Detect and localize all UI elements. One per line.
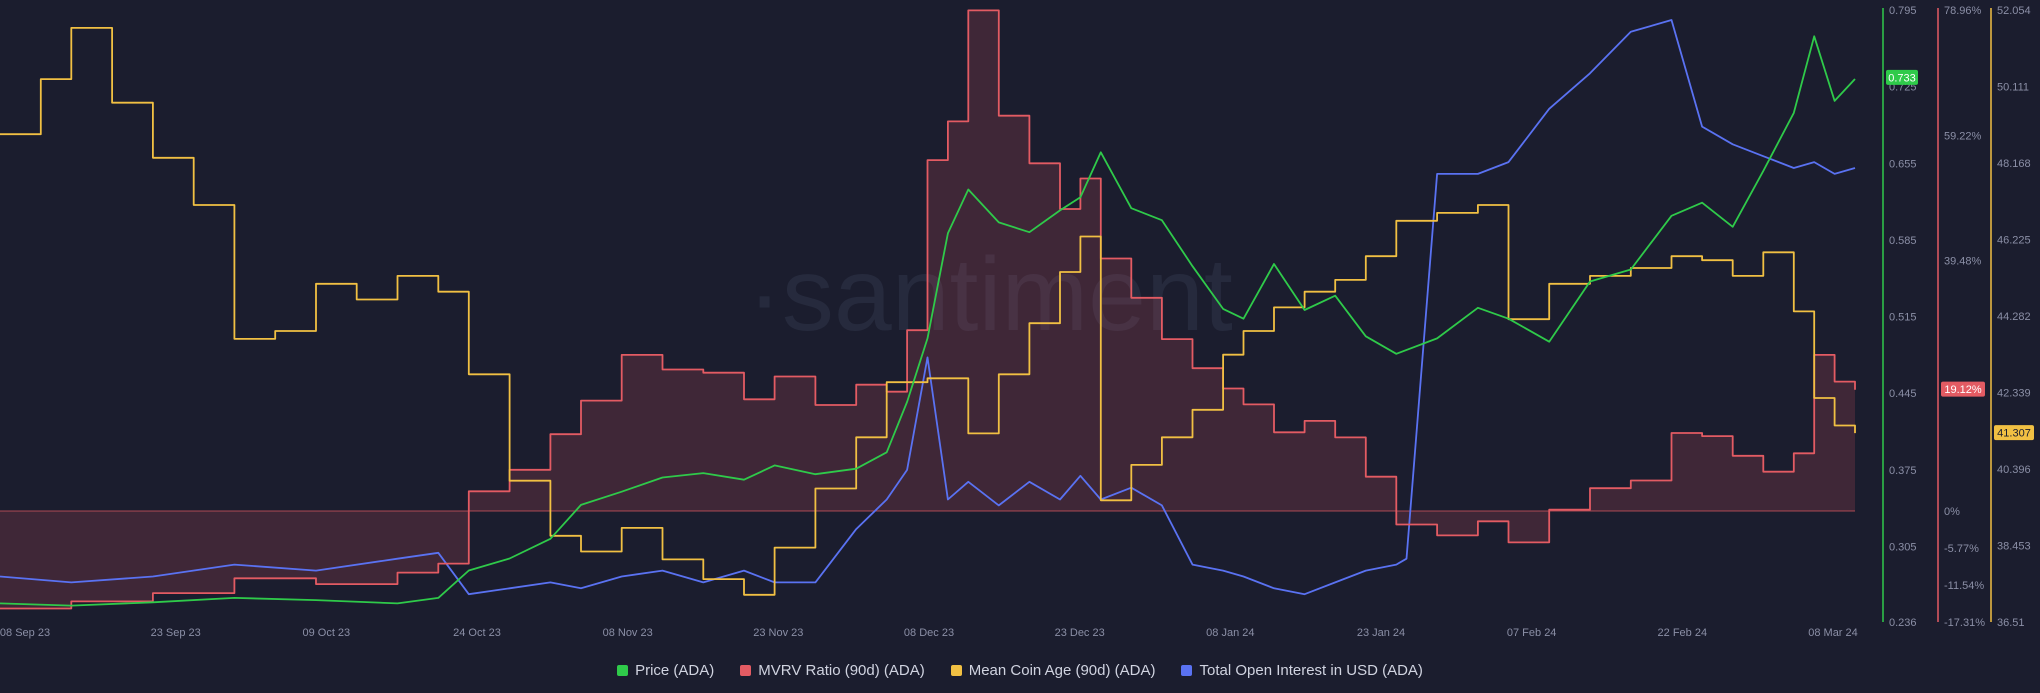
y-tick-label-coin-age: 38.453	[1997, 541, 2031, 553]
y-tick-label-coin-age: 44.282	[1997, 311, 2031, 323]
y-tick-label-price: 0.236	[1889, 617, 1917, 629]
y-tick-label-coin-age: 40.396	[1997, 464, 2031, 476]
current-value-label-mvrv: 19.12%	[1944, 384, 1982, 396]
y-tick-label-coin-age: 46.225	[1997, 235, 2031, 247]
y-tick-label-price: 0.515	[1889, 312, 1917, 324]
y-tick-label-price: 0.795	[1889, 5, 1917, 17]
legend-item-price[interactable]: Price (ADA)	[617, 662, 714, 679]
legend-label-open-interest: Total Open Interest in USD (ADA)	[1199, 661, 1423, 679]
x-tick-label: 24 Oct 23	[453, 627, 501, 639]
y-tick-label-price: 0.655	[1889, 158, 1917, 170]
y-tick-label-mvrv: 39.48%	[1944, 256, 1982, 268]
y-tick-label-coin-age: 52.054	[1997, 5, 2031, 17]
current-value-badge-price	[1886, 69, 1918, 85]
watermark: ·santiment	[747, 237, 1233, 353]
y-tick-label-mvrv: -11.54%	[1944, 580, 1984, 592]
y-tick-label-price: 0.375	[1889, 465, 1917, 477]
legend: Price (ADA) MVRV Ratio (90d) (ADA) Mean …	[0, 655, 2040, 685]
legend-item-mvrv[interactable]: MVRV Ratio (90d) (ADA)	[740, 661, 925, 679]
legend-swatch-coin-age	[950, 664, 962, 676]
x-tick-label: 07 Feb 24	[1507, 627, 1557, 639]
x-tick-label: 23 Jan 24	[1357, 627, 1405, 639]
y-tick-label-mvrv: -17.31%	[1944, 617, 1985, 629]
legend-item-open-interest[interactable]: Total Open Interest in USD (ADA)	[1181, 661, 1423, 679]
x-tick-label: 23 Dec 23	[1055, 627, 1105, 639]
current-value-badge-coin-age	[1994, 425, 2034, 441]
x-tick-label: 08 Jan 24	[1206, 627, 1254, 639]
current-value-label-coin-age: 41.307	[1997, 428, 2031, 440]
y-tick-label-price: 0.585	[1889, 235, 1917, 247]
legend-label-coin-age: Mean Coin Age (90d) (ADA)	[968, 661, 1156, 679]
legend-label-mvrv: MVRV Ratio (90d) (ADA)	[758, 661, 925, 679]
y-tick-label-mvrv: 0%	[1944, 506, 1960, 518]
x-tick-label: 22 Feb 24	[1658, 627, 1708, 639]
y-tick-label-coin-age: 50.111	[1997, 82, 2029, 94]
x-tick-label: 08 Mar 24	[1808, 627, 1858, 639]
y-tick-label-coin-age: 36.51	[1997, 617, 2025, 629]
y-tick-label-mvrv: -5.77%	[1944, 543, 1979, 555]
legend-swatch-price	[617, 664, 629, 676]
x-tick-label: 23 Sep 23	[151, 627, 201, 639]
x-tick-label: 23 Nov 23	[753, 627, 803, 639]
y-tick-label-mvrv: 59.22%	[1944, 130, 1982, 142]
coin-age-line	[0, 27, 1856, 596]
y-tick-label-coin-age: 42.339	[1997, 388, 2031, 400]
legend-swatch-mvrv	[740, 664, 752, 676]
x-tick-label: 08 Nov 23	[603, 627, 653, 639]
price-line	[0, 35, 1856, 607]
y-tick-label-price: 0.305	[1889, 541, 1917, 553]
open-interest-line	[0, 19, 1856, 596]
y-tick-label-coin-age: 48.168	[1997, 158, 2031, 170]
y-tick-label-mvrv: 78.96%	[1944, 5, 1982, 17]
mvrv-line	[0, 9, 1856, 610]
current-value-badge-mvrv	[1941, 381, 1985, 397]
legend-item-coin-age[interactable]: Mean Coin Age (90d) (ADA)	[950, 661, 1156, 679]
x-tick-label: 08 Dec 23	[904, 627, 954, 639]
y-tick-label-price: 0.445	[1889, 388, 1917, 400]
current-value-label-price: 0.733	[1888, 72, 1916, 84]
legend-label-price: Price (ADA)	[635, 661, 715, 679]
legend-swatch-open-interest	[1181, 664, 1193, 676]
x-tick-label: 08 Sep 23	[0, 627, 50, 639]
x-tick-label: 09 Oct 23	[302, 627, 350, 639]
